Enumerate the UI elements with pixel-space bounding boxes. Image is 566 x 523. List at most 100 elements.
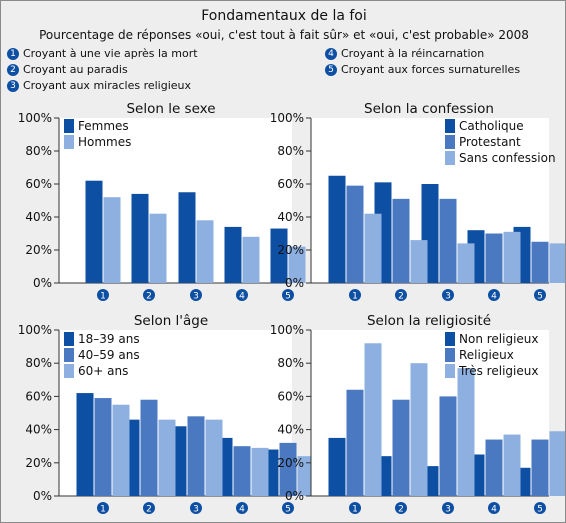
legend-label: Catholique <box>459 119 524 133</box>
bar <box>242 236 260 283</box>
category-badge-icon <box>534 289 546 301</box>
bar <box>76 393 94 496</box>
legend-swatch <box>64 348 74 362</box>
legend-label: Sans confession <box>459 151 556 165</box>
bar <box>328 437 346 496</box>
bar <box>485 439 503 496</box>
category-badge-icon <box>395 289 407 301</box>
category-badge-icon <box>97 289 109 301</box>
bar <box>224 226 242 283</box>
category-label: 2 <box>146 292 152 302</box>
bar <box>531 439 549 496</box>
key-label: Croyant au paradis <box>23 63 128 76</box>
legend-label: Non religieux <box>459 332 539 346</box>
key-badge: 5 <box>325 63 337 76</box>
category-badge-icon <box>349 502 361 514</box>
category-label: 1 <box>100 505 106 515</box>
y-tick-label: 20% <box>25 456 52 470</box>
category-badge-icon <box>190 502 202 514</box>
y-tick-label: 60% <box>25 177 52 191</box>
bar <box>549 243 565 283</box>
legend-label: Protestant <box>459 135 521 149</box>
key-item-3: 3 Croyant aux miracles religieux <box>7 79 191 92</box>
bar <box>503 434 521 496</box>
bar <box>205 419 223 496</box>
category-badge-icon <box>534 502 546 514</box>
legend-label: 60+ ans <box>78 364 128 378</box>
bar <box>131 193 149 283</box>
legend-label: 18–39 ans <box>78 332 140 346</box>
category-label: 4 <box>491 292 497 302</box>
legend-label: Hommes <box>78 135 131 149</box>
key-label: Croyant à la réincarnation <box>341 47 485 60</box>
bar <box>457 368 475 496</box>
bar <box>410 240 428 283</box>
bar <box>439 396 457 496</box>
bar <box>549 431 565 496</box>
key-label: Croyant aux miracles religieux <box>23 79 192 92</box>
category-badge-icon <box>349 289 361 301</box>
bar <box>410 363 428 496</box>
y-tick-label: 100% <box>18 111 52 125</box>
category-label: 4 <box>491 505 497 515</box>
category-badge-icon <box>442 502 454 514</box>
bar <box>297 456 315 496</box>
y-tick-label: 0% <box>33 276 52 290</box>
y-tick-label: 60% <box>277 177 304 191</box>
y-tick-label: 20% <box>277 456 304 470</box>
key-item-1: 1 Croyant à une vie après la mort <box>7 47 198 60</box>
figure-title: Fondamentaux de la foi <box>201 8 367 24</box>
category-label: 5 <box>537 292 543 302</box>
y-tick-label: 100% <box>270 323 304 337</box>
category-label: 5 <box>537 505 543 515</box>
y-tick-label: 0% <box>33 489 52 503</box>
category-label: 1 <box>352 292 358 302</box>
bar <box>196 220 214 283</box>
bar <box>158 419 176 496</box>
bar <box>149 213 167 283</box>
legend-swatch <box>445 332 455 346</box>
legend-swatch <box>64 332 74 346</box>
category-badge-icon <box>143 502 155 514</box>
key-item-2: 2 Croyant au paradis <box>7 63 128 76</box>
key-badge: 3 <box>7 79 19 92</box>
bar <box>439 198 457 283</box>
legend-label: 40–59 ans <box>78 348 140 362</box>
bar <box>288 246 306 283</box>
bar <box>233 446 251 496</box>
legend-swatch <box>64 135 74 149</box>
category-label: 1 <box>352 505 358 515</box>
category-badge-icon <box>282 502 294 514</box>
y-tick-label: 40% <box>25 210 52 224</box>
y-tick-label: 0% <box>285 489 304 503</box>
y-tick-label: 40% <box>25 423 52 437</box>
key-badge: 2 <box>7 63 19 76</box>
y-tick-label: 60% <box>25 389 52 403</box>
category-badge-icon <box>143 289 155 301</box>
y-tick-label: 60% <box>277 389 304 403</box>
bar <box>140 399 158 496</box>
category-badge-icon <box>97 502 109 514</box>
legend-label: Très religieux <box>458 364 538 378</box>
bar <box>279 442 297 496</box>
y-tick-label: 20% <box>277 243 304 257</box>
legend-swatch <box>445 135 455 149</box>
panel-title: Selon le sexe <box>126 101 215 117</box>
category-badge-icon <box>190 289 202 301</box>
y-tick-label: 0% <box>285 276 304 290</box>
y-tick-label: 80% <box>277 144 304 158</box>
bar <box>187 416 205 496</box>
legend-swatch <box>445 348 455 362</box>
category-label: 5 <box>285 505 291 515</box>
y-tick-label: 100% <box>270 111 304 125</box>
category-badge-icon <box>282 289 294 301</box>
legend-label: Religieux <box>459 348 514 362</box>
category-label: 3 <box>445 292 451 302</box>
panel-title: Selon l'âge <box>134 313 208 329</box>
y-tick-label: 80% <box>25 144 52 158</box>
legend-swatch <box>445 151 455 165</box>
bar <box>270 228 288 283</box>
bar <box>392 399 410 496</box>
bar <box>178 192 196 283</box>
